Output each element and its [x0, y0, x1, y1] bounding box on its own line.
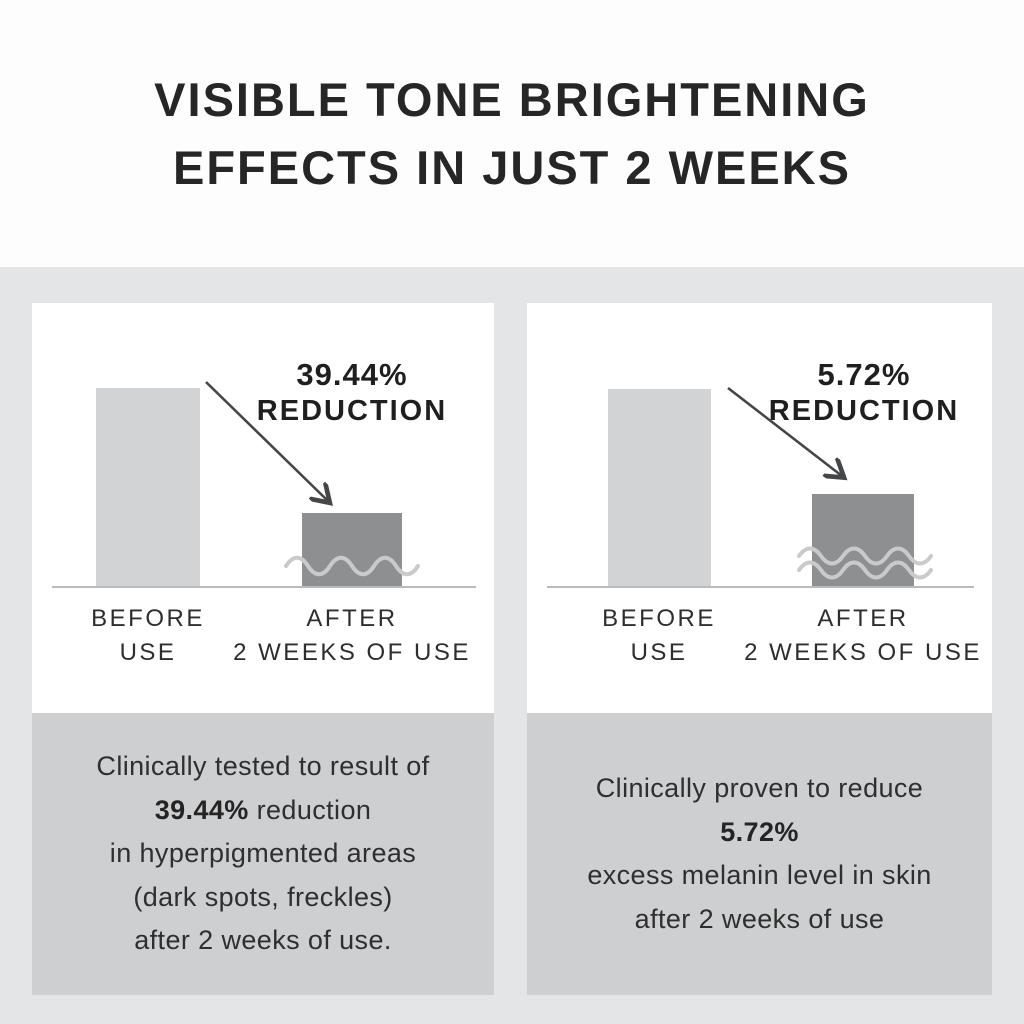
chart-card-melanin: 5.72% REDUCTION BEFORE USE AFTER 2 WEEKS…	[527, 303, 992, 713]
before-label-line-1: BEFORE	[91, 605, 205, 632]
category-label-before-use: BEFORE USE	[559, 602, 759, 670]
after-label-line-1: AFTER	[817, 605, 909, 632]
after-label-line-1: AFTER	[306, 605, 398, 632]
x-axis-baseline	[52, 586, 476, 588]
caption-bold-value: 39.44%	[154, 794, 249, 825]
caption-line: Clinically proven to reduce	[595, 773, 924, 803]
caption-line: excess melanin level in skin	[587, 860, 932, 890]
after-label-line-2: 2 WEEKS OF USE	[744, 639, 982, 666]
caption-bold-value: 5.72%	[720, 816, 799, 847]
bar-before	[96, 388, 200, 587]
before-label-line-1: BEFORE	[602, 605, 716, 632]
x-axis-baseline	[547, 586, 974, 588]
caption-line: 5.72%	[720, 811, 799, 855]
reduction-annotation: 39.44% REDUCTION	[222, 356, 482, 429]
caption-line: after 2 weeks of use.	[134, 925, 392, 956]
title-banner: VISIBLE TONE BRIGHTENING EFFECTS IN JUST…	[0, 0, 1024, 267]
category-label-after-use: AFTER 2 WEEKS OF USE	[733, 602, 993, 670]
category-label-after-use: AFTER 2 WEEKS OF USE	[222, 602, 482, 670]
reduction-word: REDUCTION	[768, 395, 960, 427]
caption-box-hyperpigmentation: Clinically tested to result of 39.44% re…	[32, 713, 494, 995]
bar-after	[812, 494, 914, 587]
caption-line: 39.44% reduction	[155, 789, 372, 833]
page-title-line-2: EFFECTS IN JUST 2 WEEKS	[173, 140, 851, 194]
reduction-value: 5.72%	[817, 357, 911, 392]
chart-card-hyperpigmentation: 39.44% REDUCTION BEFORE USE AFTER 2 WEEK…	[32, 303, 494, 713]
caption-line: Clinically tested to result of	[96, 751, 430, 782]
before-label-line-2: USE	[630, 639, 688, 666]
category-label-before-use: BEFORE USE	[48, 602, 248, 670]
bar-after	[302, 513, 402, 587]
caption-line: in hyperpigmented areas	[109, 838, 417, 869]
caption-line: (dark spots, freckles)	[133, 881, 393, 912]
caption-box-melanin: Clinically proven to reduce 5.72% excess…	[527, 713, 992, 995]
page-title-line-1: VISIBLE TONE BRIGHTENING	[154, 72, 870, 126]
reduction-annotation: 5.72% REDUCTION	[734, 356, 994, 429]
after-label-line-2: 2 WEEKS OF USE	[233, 639, 471, 666]
bar-before	[608, 389, 711, 587]
caption-line-rest: reduction	[248, 794, 372, 825]
reduction-value: 39.44%	[296, 357, 408, 392]
caption-line: after 2 weeks of use	[634, 903, 885, 934]
before-label-line-2: USE	[119, 639, 177, 666]
reduction-word: REDUCTION	[256, 395, 448, 427]
